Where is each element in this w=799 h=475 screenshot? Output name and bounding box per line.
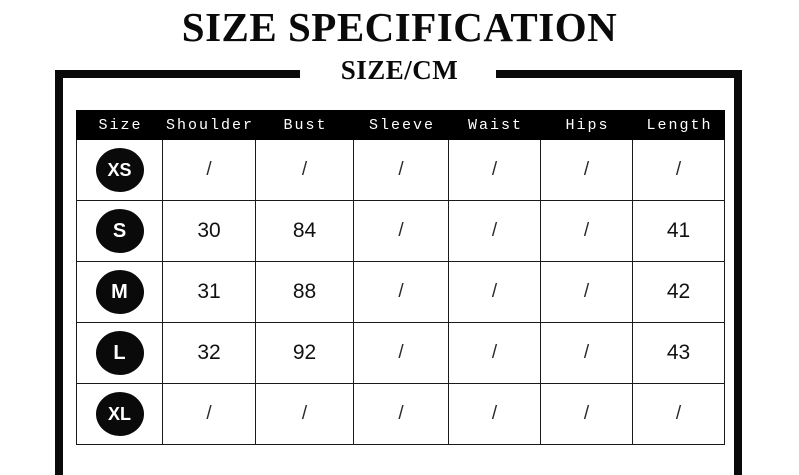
- size-badge-cell: L: [76, 322, 163, 384]
- cell-waist: /: [448, 200, 541, 262]
- cell-hips: /: [540, 261, 633, 323]
- cell-waist: /: [448, 139, 541, 201]
- cell-waist: /: [448, 261, 541, 323]
- column-header-bust: Bust: [255, 110, 354, 140]
- cell-shoulder: 31: [162, 261, 256, 323]
- cell-bust: 84: [255, 200, 354, 262]
- cell-sleeve: /: [353, 200, 449, 262]
- column-header-shoulder: Shoulder: [162, 110, 256, 140]
- cell-waist: /: [448, 322, 541, 384]
- column-header-length: Length: [632, 110, 725, 140]
- size-badge: M: [95, 270, 144, 314]
- cell-hips: /: [540, 139, 633, 201]
- cell-length: /: [632, 139, 725, 201]
- cell-sleeve: /: [353, 322, 449, 384]
- table-row: XS / / / / / /: [76, 139, 725, 201]
- cell-bust: /: [255, 139, 354, 201]
- cell-hips: /: [540, 322, 633, 384]
- cell-bust: 92: [255, 322, 354, 384]
- size-badge: XL: [95, 392, 144, 436]
- size-badge-cell: S: [76, 200, 163, 262]
- table-row: L 32 92 / / / 43: [76, 322, 725, 384]
- column-header-hips: Hips: [540, 110, 633, 140]
- cell-sleeve: /: [353, 383, 449, 445]
- size-badge-cell: XL: [76, 383, 163, 445]
- column-header-waist: Waist: [448, 110, 541, 140]
- table-row: S 30 84 / / / 41: [76, 200, 725, 262]
- cell-shoulder: 32: [162, 322, 256, 384]
- unit-label: SIZE/CM: [340, 55, 459, 85]
- cell-shoulder: /: [162, 383, 256, 445]
- table-row: XL / / / / / /: [76, 383, 725, 445]
- cell-waist: /: [448, 383, 541, 445]
- page-title: SIZE SPECIFICATION: [181, 4, 618, 50]
- size-badge: L: [95, 331, 144, 375]
- cell-shoulder: /: [162, 139, 256, 201]
- column-header-sleeve: Sleeve: [353, 110, 449, 140]
- cell-sleeve: /: [353, 139, 449, 201]
- cell-shoulder: 30: [162, 200, 256, 262]
- frame-label-gap: [300, 62, 496, 84]
- table-row: M 31 88 / / / 42: [76, 261, 725, 323]
- size-badge: XS: [95, 148, 144, 192]
- column-header-size: Size: [76, 110, 163, 140]
- cell-sleeve: /: [353, 261, 449, 323]
- size-badge-cell: XS: [76, 139, 163, 201]
- table-header-row: Size Shoulder Bust Sleeve Waist Hips Len…: [76, 110, 725, 140]
- cell-hips: /: [540, 200, 633, 262]
- cell-length: /: [632, 383, 725, 445]
- size-specification-table: Size Shoulder Bust Sleeve Waist Hips Len…: [76, 110, 725, 445]
- cell-hips: /: [540, 383, 633, 445]
- cell-bust: 88: [255, 261, 354, 323]
- cell-length: 43: [632, 322, 725, 384]
- size-badge-cell: M: [76, 261, 163, 323]
- cell-length: 41: [632, 200, 725, 262]
- size-badge: S: [95, 209, 144, 253]
- cell-length: 42: [632, 261, 725, 323]
- cell-bust: /: [255, 383, 354, 445]
